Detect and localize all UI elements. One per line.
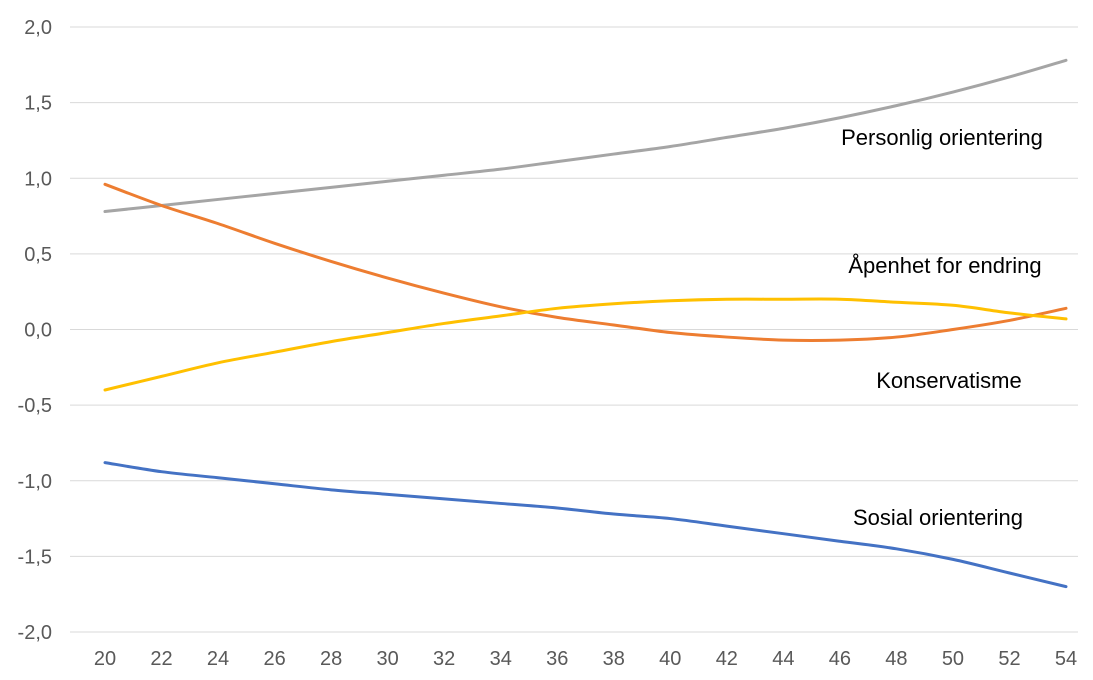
series-label-sosial-orientering: Sosial orientering — [853, 505, 1023, 530]
x-tick-label: 24 — [207, 648, 229, 670]
y-tick-label: -0,5 — [18, 395, 52, 417]
series-lines — [103, 58, 1068, 589]
y-tick-label: -1,0 — [18, 471, 52, 493]
y-tick-label: 1,0 — [24, 168, 52, 190]
series-label-apenhet-for-endring: Åpenhet for endring — [848, 253, 1041, 278]
y-axis-tick-labels: 2,0 1,5 1,0 0,5 0,0 -0,5 -1,0 -1,5 -2,0 — [18, 17, 52, 644]
x-tick-label: 42 — [716, 648, 738, 670]
x-tick-label: 38 — [603, 648, 625, 670]
x-tick-label: 54 — [1055, 648, 1077, 670]
x-tick-label: 36 — [546, 648, 568, 670]
x-tick-label: 44 — [772, 648, 794, 670]
x-tick-label: 22 — [150, 648, 172, 670]
y-tick-label: -2,0 — [18, 622, 52, 644]
x-tick-label: 32 — [433, 648, 455, 670]
x-tick-label: 30 — [377, 648, 399, 670]
x-axis-tick-labels: 20 22 24 26 28 30 32 34 36 38 40 42 44 46 48 50 52 54 — [94, 648, 1077, 670]
series-line-sosial-orientering — [103, 461, 1068, 589]
gridlines — [70, 26, 1078, 633]
x-tick-label: 50 — [942, 648, 964, 670]
x-tick-label: 52 — [998, 648, 1020, 670]
y-tick-label: 1,5 — [24, 93, 52, 115]
y-tick-label: 0,0 — [24, 320, 52, 342]
y-tick-label: 0,5 — [24, 244, 52, 266]
x-tick-label: 20 — [94, 648, 116, 670]
series-labels: Personlig orientering Åpenhet for endrin… — [841, 125, 1043, 530]
series-line-personlig-orientering — [103, 58, 1068, 214]
series-label-personlig-orientering: Personlig orientering — [841, 125, 1043, 150]
x-tick-label: 48 — [885, 648, 907, 670]
series-line-apenhet-for-endring — [103, 182, 1068, 342]
x-tick-label: 46 — [829, 648, 851, 670]
series-label-konservatisme: Konservatisme — [876, 368, 1022, 393]
x-tick-label: 26 — [263, 648, 285, 670]
x-tick-label: 28 — [320, 648, 342, 670]
x-tick-label: 40 — [659, 648, 681, 670]
series-line-konservatisme — [103, 297, 1068, 392]
y-tick-label: 2,0 — [24, 17, 52, 39]
y-tick-label: -1,5 — [18, 546, 52, 568]
x-tick-label: 34 — [490, 648, 512, 670]
